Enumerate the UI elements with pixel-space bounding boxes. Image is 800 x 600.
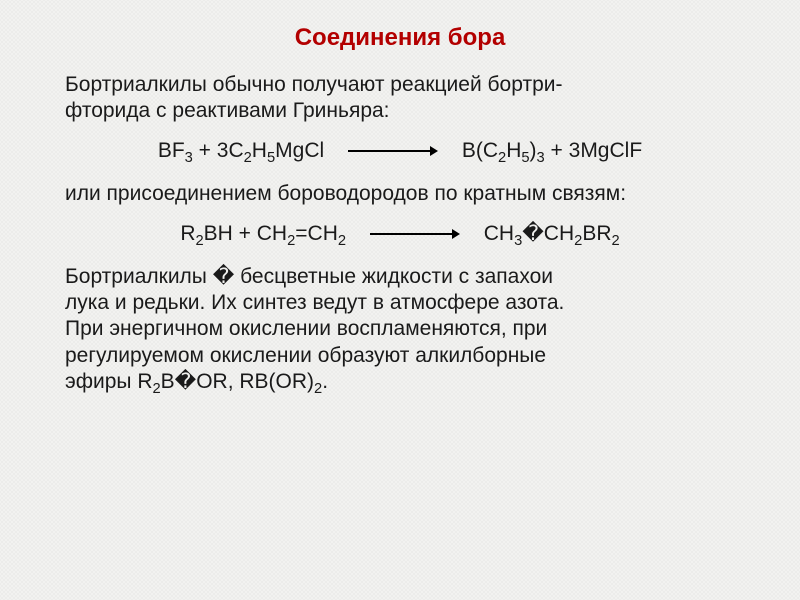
p3-l3: При энергичном окислении воспламеняются,… [65, 317, 547, 340]
eq2-t: =CH [295, 222, 338, 245]
eq1-t: H [506, 139, 521, 162]
eq2-t: BH + CH [204, 222, 287, 245]
eq1-s: 2 [498, 150, 506, 166]
eq2-glyph: � [522, 222, 544, 245]
eq1-t: B(C [462, 139, 498, 162]
p3-t: . [322, 370, 328, 393]
p3-l4: регулируемом окислении образуют алкилбор… [65, 344, 546, 367]
eq1-t: + 3C [193, 139, 244, 162]
p3-s: 2 [153, 381, 161, 397]
eq1-t: + 3MgClF [545, 139, 642, 162]
eq1-s: 5 [267, 150, 275, 166]
p3-l1: Бортриалкилы � бесцветные жидкости с зап… [65, 265, 553, 288]
reaction-arrow-icon [370, 228, 460, 240]
eq1-lhs: BF3 + 3C2H5MgCl [158, 139, 330, 162]
slide: Соединения бора Бортриалкилы обычно полу… [0, 0, 800, 600]
paragraph-2: или присоединением бороводородов по крат… [65, 181, 740, 207]
reaction-arrow-icon [348, 145, 438, 157]
slide-title: Соединения бора [40, 24, 760, 52]
equation-1: BF3 + 3C2H5MgCl B(C2H5)3 + 3MgClF [40, 139, 760, 163]
p2-text: или присоединением бороводородов по крат… [65, 182, 626, 205]
p1-line2: фторида с реактивами Гриньяра: [65, 99, 390, 122]
eq2-s: 2 [195, 233, 203, 249]
eq2-t: CH [484, 222, 514, 245]
eq1-t: ) [530, 139, 537, 162]
eq1-s: 5 [521, 150, 529, 166]
p3-t: эфиры R [65, 370, 153, 393]
p3-l2: лука и редьки. Их синтез ведут в атмосфе… [65, 291, 564, 314]
equation-2: R2BH + CH2=CH2 CH3�CH2BR2 [40, 221, 760, 246]
eq2-s: 2 [338, 233, 346, 249]
eq2-rhs: CH3�CH2BR2 [484, 222, 620, 245]
paragraph-1: Бортриалкилы обычно получают реакцией бо… [65, 72, 740, 125]
eq2-t: BR [582, 222, 611, 245]
eq1-s: 3 [185, 150, 193, 166]
eq1-t: MgCl [275, 139, 324, 162]
eq1-t: BF [158, 139, 185, 162]
eq1-rhs: B(C2H5)3 + 3MgClF [462, 139, 642, 162]
eq2-t: CH [544, 222, 574, 245]
eq2-t: R [180, 222, 195, 245]
eq1-t: H [252, 139, 267, 162]
eq1-s: 3 [537, 150, 545, 166]
p3-t: B�OR, RB(OR) [161, 370, 314, 393]
eq2-lhs: R2BH + CH2=CH2 [180, 222, 352, 245]
p3-l5: эфиры R2B�OR, RB(OR)2. [65, 370, 328, 393]
p1-line1: Бортриалкилы обычно получают реакцией бо… [65, 73, 562, 96]
eq1-s: 2 [244, 150, 252, 166]
paragraph-3: Бортриалкилы � бесцветные жидкости с зап… [65, 264, 740, 395]
eq2-s: 2 [612, 233, 620, 249]
p3-s: 2 [314, 381, 322, 397]
